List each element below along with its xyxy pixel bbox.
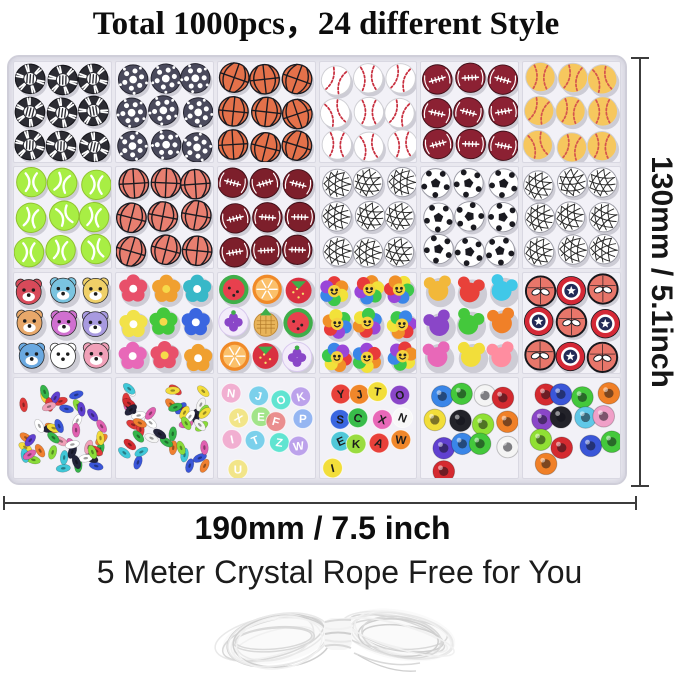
svg-text:N: N	[396, 411, 408, 425]
compartment-fruits	[216, 271, 316, 374]
freebie-text: 5 Meter Crystal Rope Free for You	[96, 554, 583, 590]
compartment-pony-beads-1	[420, 376, 520, 479]
compartment-baseball-yellow	[522, 61, 621, 164]
height-dimension-label: 130mm / 5.1inch	[645, 156, 678, 388]
beads-art-tennis-green	[14, 167, 111, 268]
beads-art-volleyball-black	[14, 63, 111, 163]
compartment-bear-faces	[13, 271, 112, 374]
compartment-flowers	[114, 271, 214, 374]
beads-art-flowers	[118, 273, 213, 373]
beads-art-clay-discs-2	[117, 382, 211, 473]
beads-art-baseball-white	[319, 63, 417, 163]
svg-text:K: K	[351, 439, 361, 451]
beads-art-pony-beads-2	[529, 381, 620, 475]
beads-art-football-red	[422, 62, 519, 163]
beads-art-soccer-classic	[421, 168, 519, 268]
compartment-yarn-white	[522, 166, 621, 269]
beads-art-letter-beads-color: Y J T OS C X NE K A WI	[321, 381, 413, 478]
svg-text:I: I	[229, 434, 235, 446]
compartment-volleyball-white	[318, 166, 418, 269]
compartment-smiley-flowers	[318, 271, 418, 374]
svg-text:W: W	[394, 434, 406, 447]
compartment-soccer-dotted	[114, 61, 214, 164]
beads-art-letter-beads-acrylic: N J O KX E F PI T Z WU	[220, 382, 313, 478]
compartment-pony-beads-2	[522, 376, 621, 479]
svg-text:S: S	[335, 414, 344, 427]
svg-text:T: T	[373, 386, 382, 399]
svg-text:J: J	[354, 388, 363, 401]
svg-text:I: I	[329, 463, 335, 475]
compartment-baseball-white	[318, 61, 418, 164]
width-dimension-line	[3, 496, 637, 510]
beads-art-basketball-pink	[115, 167, 213, 268]
compartment-football-red	[420, 61, 520, 164]
compartment-tennis-green	[13, 166, 112, 269]
compartment-mickey-heads	[420, 271, 520, 374]
svg-text:W: W	[292, 440, 305, 454]
svg-text:P: P	[298, 413, 306, 425]
compartment-clay-discs-2	[114, 376, 214, 479]
beads-art-volleyball-white	[320, 167, 417, 268]
height-dimension-line	[631, 57, 649, 487]
compartment-superhero	[522, 271, 621, 374]
svg-text:U: U	[233, 464, 241, 476]
crystal-rope-image	[214, 608, 456, 672]
width-dimension-label: 190mm / 7.5 inch	[194, 510, 451, 546]
compartment-football-maroon	[216, 166, 316, 269]
svg-text:E: E	[257, 411, 265, 423]
beads-art-soccer-dotted	[116, 63, 213, 163]
svg-text:Z: Z	[275, 437, 284, 450]
beads-art-clay-discs-1	[18, 384, 108, 473]
compartment-clay-discs-1	[13, 376, 112, 479]
beads-art-smiley-flowers	[319, 274, 417, 373]
beads-art-fruits	[217, 274, 315, 373]
compartment-basketball-orange	[216, 61, 316, 164]
svg-text:O: O	[275, 393, 288, 408]
beads-art-football-maroon	[217, 167, 315, 268]
compartment-basketball-pink	[114, 166, 214, 269]
svg-text:K: K	[295, 391, 306, 405]
beads-art-basketball-orange	[217, 62, 315, 163]
compartment-soccer-classic	[420, 166, 520, 269]
svg-text:T: T	[250, 434, 261, 448]
beads-art-baseball-yellow	[523, 62, 620, 163]
svg-text:X: X	[376, 413, 387, 427]
svg-text:O: O	[394, 389, 406, 403]
svg-text:N: N	[226, 388, 236, 401]
svg-text:F: F	[270, 416, 280, 429]
svg-text:J: J	[253, 390, 262, 403]
beads-art-superhero	[524, 272, 620, 373]
beads-art-pony-beads-1	[423, 382, 519, 478]
beads-art-mickey-heads	[422, 273, 519, 373]
svg-text:Y: Y	[336, 388, 345, 401]
headline: Total 1000pcs，24 different Style	[92, 6, 560, 42]
beads-art-yarn-white	[523, 167, 620, 268]
compartment-volleyball-black	[13, 61, 112, 164]
beads-art-bear-faces	[15, 276, 111, 373]
